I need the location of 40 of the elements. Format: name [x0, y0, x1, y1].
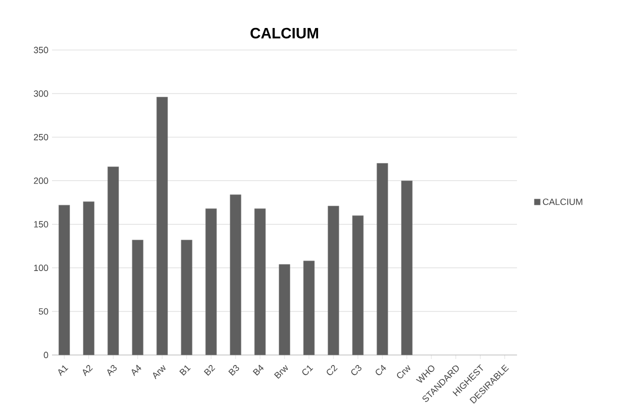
bar: [58, 204, 70, 356]
bar: [278, 264, 290, 356]
x-tick-label: B1: [179, 365, 191, 376]
x-tick-label: A4: [132, 364, 142, 376]
y-tick-label: 300: [34, 90, 48, 97]
chart-title: CALCIUM: [250, 28, 318, 38]
bar: [83, 201, 94, 356]
bar: [156, 96, 168, 356]
x-tick-label: Arw: [152, 364, 166, 380]
y-tick-label: 150: [34, 221, 48, 228]
bar: [180, 240, 192, 356]
x-tick-label: B2: [204, 365, 216, 376]
y-tick-label: 250: [34, 134, 48, 140]
x-tick-label: C2: [326, 365, 338, 376]
bar: [401, 180, 413, 356]
bar: [205, 208, 217, 356]
bar: [108, 166, 119, 356]
y-tick-label: 200: [34, 178, 48, 184]
x-tick-label: A2: [82, 365, 93, 376]
y-tick-label: 350: [34, 46, 48, 54]
x-tick-label: C1: [302, 365, 314, 376]
bar: [132, 240, 144, 356]
x-tick-label: A3: [107, 365, 117, 376]
x-tick-label: C3: [351, 365, 362, 376]
bar: [254, 208, 266, 356]
y-tick-label: 50: [38, 308, 48, 315]
bar: [352, 215, 364, 356]
bar: [303, 260, 315, 356]
x-tick-label: Crw: [397, 365, 410, 378]
y-tick-label: 100: [34, 264, 48, 272]
legend-label: CALCIUM: [542, 198, 582, 205]
x-tick-label: B4: [252, 364, 264, 376]
bar: [376, 163, 388, 356]
bar: [328, 206, 340, 356]
y-tick-label: 0: [44, 352, 48, 358]
x-tick-label: Brw: [274, 364, 288, 379]
bar: [230, 194, 242, 356]
x-tick-label: A1: [58, 365, 68, 376]
x-tick-label: C4: [376, 364, 386, 376]
x-tick-label: B3: [228, 365, 240, 376]
